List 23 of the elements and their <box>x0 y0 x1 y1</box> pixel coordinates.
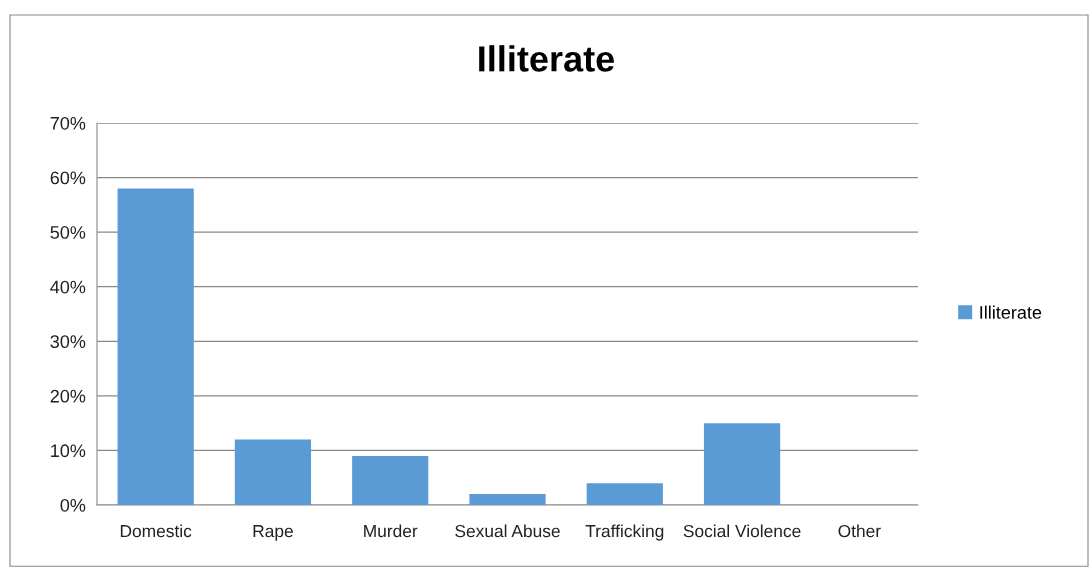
bar <box>586 483 663 505</box>
y-tick-label: 40% <box>50 280 86 294</box>
y-tick-label: 70% <box>50 116 86 130</box>
x-tick-label: Sexual Abuse <box>455 524 560 538</box>
y-tick-label: 60% <box>50 171 86 185</box>
y-tick-label: 20% <box>50 389 86 403</box>
bar <box>117 188 194 505</box>
y-tick-label: 50% <box>50 226 86 239</box>
x-tick-label: Trafficking <box>585 524 664 541</box>
x-tick-label: Other <box>838 524 881 538</box>
chart-title: Illiterate <box>479 45 615 72</box>
y-tick-label: 0% <box>60 498 86 512</box>
bar <box>234 439 312 505</box>
x-tick-label: Social Violence <box>683 524 801 538</box>
x-tick-label: Murder <box>364 524 418 538</box>
x-tick-label: Domestic <box>120 524 192 538</box>
bar <box>703 423 781 505</box>
bar <box>469 494 546 505</box>
legend-label: Illiterate <box>980 305 1042 319</box>
y-tick-label: 30% <box>50 335 86 349</box>
x-tick-label: Rape <box>253 525 293 541</box>
bar <box>352 455 429 505</box>
y-tick-label: 10% <box>51 444 86 458</box>
